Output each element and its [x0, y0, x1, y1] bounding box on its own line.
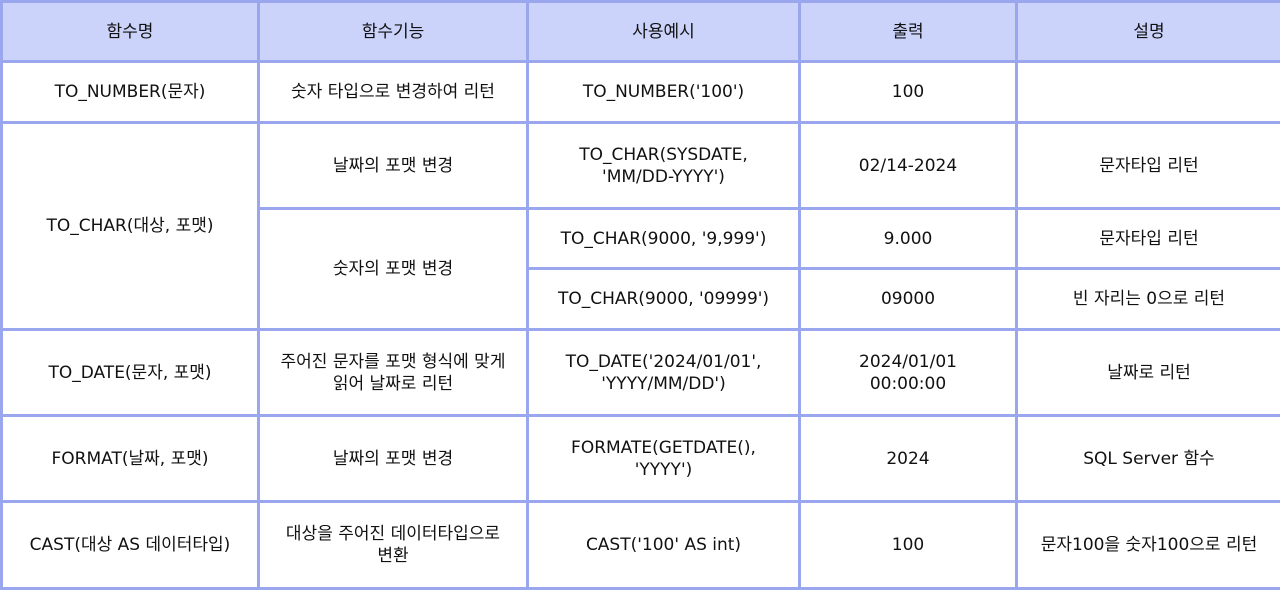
cell-function-feature: 날짜의 포맷 변경 — [259, 416, 528, 502]
cell-usage-example: TO_CHAR(SYSDATE, 'MM/DD-YYYY') — [528, 123, 800, 209]
cell-usage-example: TO_CHAR(9000, '09999') — [528, 269, 800, 330]
cell-description: 문자타입 리턴 — [1017, 209, 1280, 269]
cell-function-feature: 대상을 주어진 데이터타입으로 변환 — [259, 502, 528, 589]
table-row: TO_CHAR(대상, 포맷) 날짜의 포맷 변경 TO_CHAR(SYSDAT… — [2, 123, 1280, 209]
cell-description: 날짜로 리턴 — [1017, 330, 1280, 416]
cell-output: 2024 — [800, 416, 1017, 502]
cell-function-feature: 주어진 문자를 포맷 형식에 맞게 읽어 날짜로 리턴 — [259, 330, 528, 416]
cell-description: SQL Server 함수 — [1017, 416, 1280, 502]
cell-output: 09000 — [800, 269, 1017, 330]
table-row: TO_NUMBER(문자) 숫자 타입으로 변경하여 리턴 TO_NUMBER(… — [2, 62, 1280, 123]
cell-function-name: CAST(대상 AS 데이터타입) — [2, 502, 259, 589]
cell-function-name: TO_DATE(문자, 포맷) — [2, 330, 259, 416]
cell-output: 9.000 — [800, 209, 1017, 269]
cell-function-name: FORMAT(날짜, 포맷) — [2, 416, 259, 502]
cell-output: 100 — [800, 62, 1017, 123]
cell-usage-example: FORMATE(GETDATE(), 'YYYY') — [528, 416, 800, 502]
cell-output: 02/14-2024 — [800, 123, 1017, 209]
table-header-row: 함수명 함수기능 사용예시 출력 설명 — [2, 2, 1280, 62]
cell-function-feature: 숫자 타입으로 변경하여 리턴 — [259, 62, 528, 123]
table-row: CAST(대상 AS 데이터타입) 대상을 주어진 데이터타입으로 변환 CAS… — [2, 502, 1280, 589]
cell-description: 문자타입 리턴 — [1017, 123, 1280, 209]
cell-output: 2024/01/01 00:00:00 — [800, 330, 1017, 416]
cell-usage-example: TO_CHAR(9000, '9,999') — [528, 209, 800, 269]
cell-usage-example: TO_DATE('2024/01/01', 'YYYY/MM/DD') — [528, 330, 800, 416]
header-output: 출력 — [800, 2, 1017, 62]
header-function-feature: 함수기능 — [259, 2, 528, 62]
cell-function-name: TO_NUMBER(문자) — [2, 62, 259, 123]
header-usage-example: 사용예시 — [528, 2, 800, 62]
cell-description: 문자100을 숫자100으로 리턴 — [1017, 502, 1280, 589]
cell-function-feature: 날짜의 포맷 변경 — [259, 123, 528, 209]
cell-function-feature: 숫자의 포맷 변경 — [259, 209, 528, 330]
table-row: FORMAT(날짜, 포맷) 날짜의 포맷 변경 FORMATE(GETDATE… — [2, 416, 1280, 502]
header-function-name: 함수명 — [2, 2, 259, 62]
table-row: TO_DATE(문자, 포맷) 주어진 문자를 포맷 형식에 맞게 읽어 날짜로… — [2, 330, 1280, 416]
cell-usage-example: CAST('100' AS int) — [528, 502, 800, 589]
cell-function-name: TO_CHAR(대상, 포맷) — [2, 123, 259, 330]
header-description: 설명 — [1017, 2, 1280, 62]
cell-description — [1017, 62, 1280, 123]
cell-usage-example: TO_NUMBER('100') — [528, 62, 800, 123]
cell-output: 100 — [800, 502, 1017, 589]
cell-description: 빈 자리는 0으로 리턴 — [1017, 269, 1280, 330]
